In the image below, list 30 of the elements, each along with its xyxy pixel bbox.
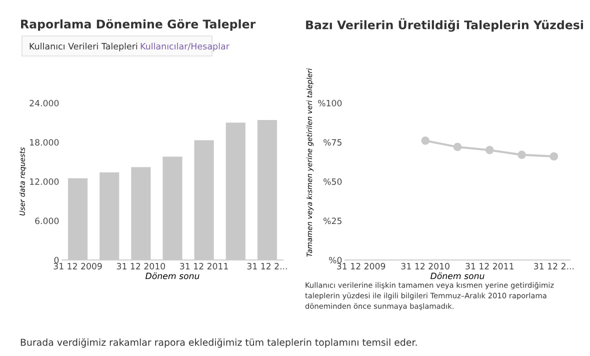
x-axis-title: Dönem sonu bbox=[146, 272, 200, 280]
y-tick-label: 6.000 bbox=[35, 218, 59, 224]
point bbox=[421, 136, 430, 145]
y-tick-label: %25 bbox=[324, 218, 342, 224]
y-tick-label: %0 bbox=[329, 256, 342, 264]
y-tick-label: %100 bbox=[318, 100, 342, 106]
x-tick-label: 31 12 2010 bbox=[401, 262, 450, 270]
x-tick-label: 31 12 2011 bbox=[180, 262, 228, 270]
text: Burada verdiğimiz rakamlar rapora eklediğimiz tüm taleplerin toplamını temsil eder. bbox=[20, 338, 417, 348]
y-tick-label: 0 bbox=[54, 256, 59, 264]
chart-subtitle: Kullanıcı Verileri Talepleri bbox=[30, 42, 138, 52]
x-tick-label: 31 12 2... bbox=[534, 262, 574, 270]
point bbox=[518, 150, 526, 159]
y-tick-label: %75 bbox=[324, 139, 342, 146]
y-tick-label: 12.000 bbox=[30, 178, 59, 185]
point bbox=[550, 152, 558, 161]
y-tick-label: 18.000 bbox=[30, 139, 59, 146]
point bbox=[453, 142, 462, 152]
x-tick-label: 31 12 2... bbox=[247, 262, 287, 270]
x-tick-label: 31 12 2009 bbox=[54, 262, 102, 270]
chart-title: Raporlama Dönemine Göre Talepler bbox=[21, 19, 256, 31]
x-tick-label: 31 12 2009 bbox=[337, 262, 386, 270]
x-axis-title: Dönem sonu bbox=[430, 272, 484, 280]
y-tick-label: 24.000 bbox=[30, 100, 59, 106]
y-tick-label: %50 bbox=[324, 178, 342, 185]
point bbox=[485, 146, 494, 154]
x-tick-label: 31 12 2011 bbox=[466, 262, 514, 270]
chart-title: Bazı Verilerin Üretildiği Taleplerin Yüzdesi bbox=[306, 18, 583, 32]
text: Kullanıcılar/Hesaplar bbox=[140, 42, 230, 52]
x-tick-label: 31 12 2010 bbox=[116, 262, 166, 270]
